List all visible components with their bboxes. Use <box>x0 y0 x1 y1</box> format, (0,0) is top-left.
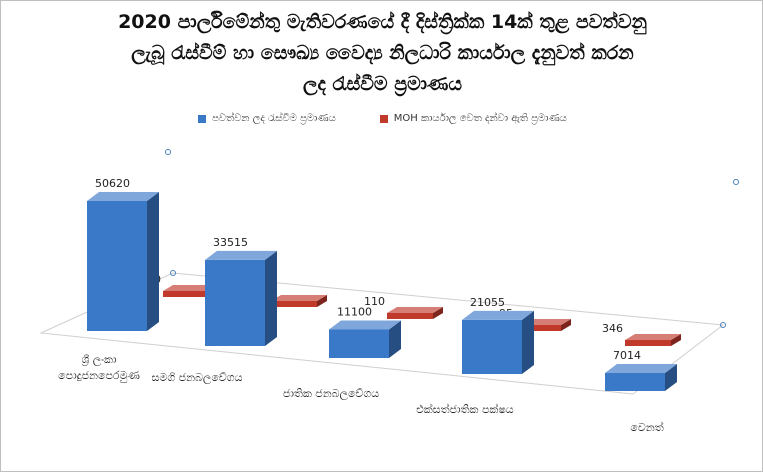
category-label-0: ශ්‍රී ලංකා <box>81 353 117 367</box>
selection-handle <box>165 149 171 155</box>
data-label-series-2-4: 346 <box>602 322 623 335</box>
data-label-series-1-1: 33515 <box>213 236 248 249</box>
category-label-0: පොදුජනපෙරමුණ <box>58 369 140 382</box>
bar-series-2-1-face <box>271 295 327 301</box>
legend-label-series-1: පවත්වන ලද රැස්වීම ප්‍රමාණය <box>212 113 336 124</box>
bar-series-1-0-face <box>87 192 159 201</box>
data-label-series-1-3: 21055 <box>470 296 505 309</box>
legend-swatch-series-1 <box>198 114 207 123</box>
bar-series-2-4 <box>625 334 681 346</box>
bar-series-2-0-face <box>163 291 209 297</box>
bar-series-1-4-face <box>605 372 665 391</box>
legend-item-series-2: MOH කාර්යාල වෙත දන්වා ඇති ප්‍රමාණය <box>379 113 567 124</box>
bar-series-2-1-face <box>317 295 327 307</box>
bar-series-2-2-face <box>387 313 433 319</box>
bar-series-2-1 <box>271 295 327 307</box>
bar-series-1-0-face <box>147 192 159 331</box>
bar-series-1-1-face <box>205 259 265 346</box>
bar-series-1-1-face <box>265 250 277 346</box>
legend-label-series-2: MOH කාර්යාල වෙත දන්වා ඇති ප්‍රමාණය <box>393 113 567 124</box>
bar-series-1-1-face <box>205 250 277 260</box>
bar-series-1-3 <box>462 310 534 374</box>
data-label-series-1-4: 7014 <box>613 349 641 362</box>
bar-series-1-2-face <box>389 320 401 358</box>
bar-series-1-4-face <box>605 363 677 373</box>
data-label-series-1-0: 50620 <box>95 177 130 190</box>
legend-item-series-1: පවත්වන ලද රැස්වීම ප්‍රමාණය <box>198 113 336 124</box>
bar-series-2-2 <box>387 307 443 319</box>
bar-series-2-4-face <box>671 334 681 346</box>
chart-title-line-2: ලැබූ රැස්වීම් හා සෞඛ්‍ය වෛද්‍ය නිලධාරි ක… <box>131 42 634 64</box>
chart-legend: පවත්වන ලද රැස්වීම ප්‍රමාණය MOH කාර්යාල ව… <box>1 113 763 124</box>
bar-series-1-3-face <box>462 310 534 320</box>
bar-series-1-0-face <box>87 201 147 331</box>
selection-handle <box>720 322 726 328</box>
category-label-2: ජාතික ජනබලවේගය <box>283 387 379 401</box>
bar-series-2-2-face <box>387 307 443 313</box>
bar-series-1-2-face <box>329 320 401 330</box>
bar-series-2-4-face <box>625 334 681 340</box>
chart-title-line-3: ලද රැස්වීම ප්‍රමාණය <box>303 73 462 95</box>
bar-series-2-3-face <box>561 319 571 331</box>
bar-series-1-4 <box>605 363 677 391</box>
chart-title-line-1: 2020 පාර්ලිමේන්තු මැතිවරණයේ දී දිස්ත්‍රි… <box>118 11 647 33</box>
bar-series-2-1-face <box>271 301 317 307</box>
bar-series-1-4-face <box>665 363 677 391</box>
selection-handle <box>733 179 739 185</box>
bar-series-2-2-face <box>433 307 443 319</box>
bar-series-2-4-face <box>625 340 671 346</box>
bar-series-1-0 <box>87 192 159 331</box>
category-label-4: වෙනත් <box>630 420 663 434</box>
category-label-3: එක්සත්ජාතික පක්ෂය <box>416 402 513 416</box>
bar-series-1-2-face <box>329 329 389 358</box>
bar-series-1-2 <box>329 320 401 358</box>
data-label-series-1-2: 11100 <box>337 305 372 318</box>
legend-swatch-series-2 <box>379 114 388 123</box>
selection-handle <box>170 270 176 276</box>
category-label-1: සමගි ජනබලවේගය <box>152 371 243 385</box>
bar-series-1-3-face <box>522 310 534 374</box>
data-label-series-2-2: 110 <box>364 295 385 308</box>
bar-series-1-1 <box>205 250 277 346</box>
bar-series-1-3-face <box>462 319 522 374</box>
